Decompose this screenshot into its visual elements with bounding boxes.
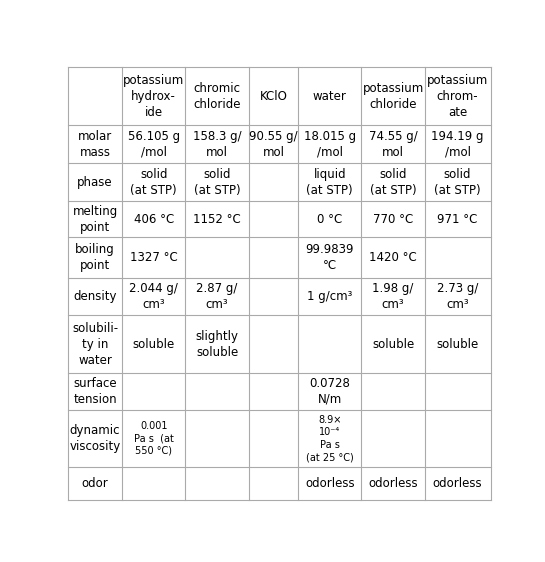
Text: density: density [74, 290, 117, 303]
Text: potassium
hydrox-
ide: potassium hydrox- ide [123, 74, 184, 119]
Text: phase: phase [77, 175, 113, 188]
Text: 1.98 g/
cm³: 1.98 g/ cm³ [372, 282, 414, 311]
Text: 194.19 g
/mol: 194.19 g /mol [432, 130, 484, 159]
Text: soluble: soluble [132, 338, 175, 351]
Text: 158.3 g/
mol: 158.3 g/ mol [193, 130, 241, 159]
Text: boiling
point: boiling point [75, 243, 115, 272]
Text: 1 g/cm³: 1 g/cm³ [307, 290, 353, 303]
Text: 1152 °C: 1152 °C [193, 212, 241, 225]
Text: solid
(at STP): solid (at STP) [130, 167, 177, 197]
Text: surface
tension: surface tension [73, 377, 117, 406]
Text: slightly
soluble: slightly soluble [196, 330, 239, 359]
Text: solid
(at STP): solid (at STP) [370, 167, 416, 197]
Text: 770 °C: 770 °C [373, 212, 413, 225]
Text: 0.001
Pa s  (at
550 °C): 0.001 Pa s (at 550 °C) [134, 421, 174, 456]
Text: odorless: odorless [368, 477, 418, 490]
Text: solid
(at STP): solid (at STP) [434, 167, 481, 197]
Text: 18.015 g
/mol: 18.015 g /mol [304, 130, 356, 159]
Text: 2.044 g/
cm³: 2.044 g/ cm³ [129, 282, 178, 311]
Text: solubili-
ty in
water: solubili- ty in water [72, 322, 118, 367]
Text: odorless: odorless [433, 477, 482, 490]
Text: 74.55 g/
mol: 74.55 g/ mol [369, 130, 417, 159]
Text: liquid
(at STP): liquid (at STP) [306, 167, 353, 197]
Text: 2.73 g/
cm³: 2.73 g/ cm³ [437, 282, 479, 311]
Text: soluble: soluble [437, 338, 479, 351]
Text: melting
point: melting point [72, 205, 118, 234]
Text: odor: odor [82, 477, 108, 490]
Text: potassium
chloride: potassium chloride [362, 82, 424, 111]
Text: chromic
chloride: chromic chloride [193, 82, 241, 111]
Text: 971 °C: 971 °C [438, 212, 478, 225]
Text: soluble: soluble [372, 338, 414, 351]
Text: 0 °C: 0 °C [317, 212, 342, 225]
Text: solid
(at STP): solid (at STP) [194, 167, 240, 197]
Text: 8.9×
10⁻⁴
Pa s
(at 25 °C): 8.9× 10⁻⁴ Pa s (at 25 °C) [306, 415, 354, 462]
Text: 56.105 g
/mol: 56.105 g /mol [128, 130, 180, 159]
Text: molar
mass: molar mass [78, 130, 112, 159]
Text: 0.0728
N/m: 0.0728 N/m [310, 377, 350, 406]
Text: 90.55 g/
mol: 90.55 g/ mol [249, 130, 298, 159]
Text: dynamic
viscosity: dynamic viscosity [69, 424, 121, 453]
Text: 1420 °C: 1420 °C [370, 251, 417, 264]
Text: 1327 °C: 1327 °C [130, 251, 178, 264]
Text: water: water [313, 90, 347, 103]
Text: odorless: odorless [305, 477, 355, 490]
Text: KClO: KClO [259, 90, 287, 103]
Text: 406 °C: 406 °C [134, 212, 174, 225]
Text: 99.9839
°C: 99.9839 °C [306, 243, 354, 272]
Text: 2.87 g/
cm³: 2.87 g/ cm³ [196, 282, 238, 311]
Text: potassium
chrom-
ate: potassium chrom- ate [427, 74, 488, 119]
